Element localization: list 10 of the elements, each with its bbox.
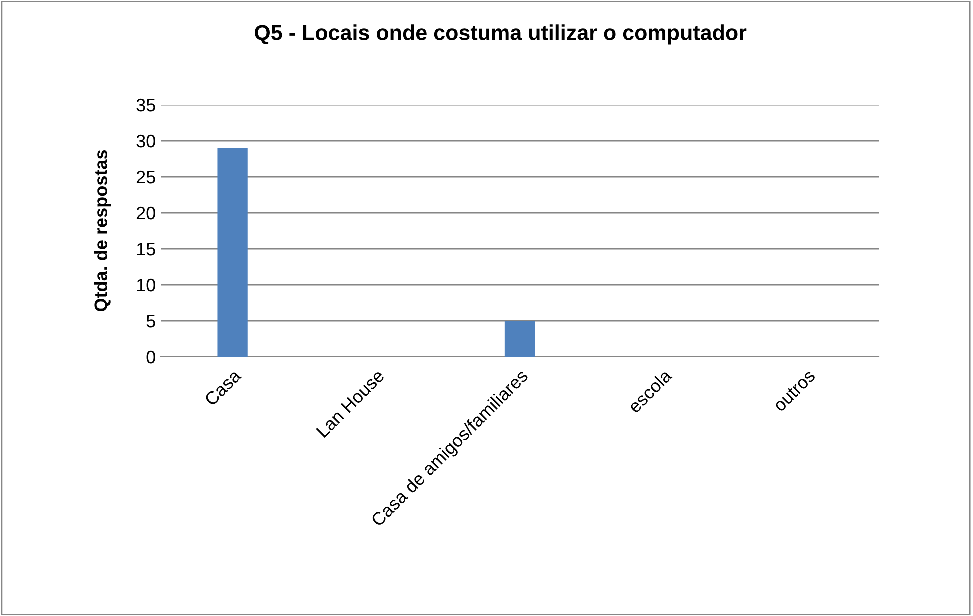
y-tick-label: 5: [146, 315, 156, 328]
y-tick-label: 35: [136, 98, 156, 112]
y-axis-title: Qtda. de respostas: [94, 150, 112, 312]
y-tick-label: 25: [136, 170, 156, 184]
chart-title: Q5 - Locais onde costuma utilizar o computador: [255, 24, 747, 45]
y-tick-label: 15: [137, 243, 156, 256]
y-tick-label: 30: [136, 134, 156, 148]
y-tick-label: 20: [136, 206, 156, 220]
y-tick-label: 0: [146, 350, 156, 364]
y-tick-label: 10: [137, 278, 156, 292]
